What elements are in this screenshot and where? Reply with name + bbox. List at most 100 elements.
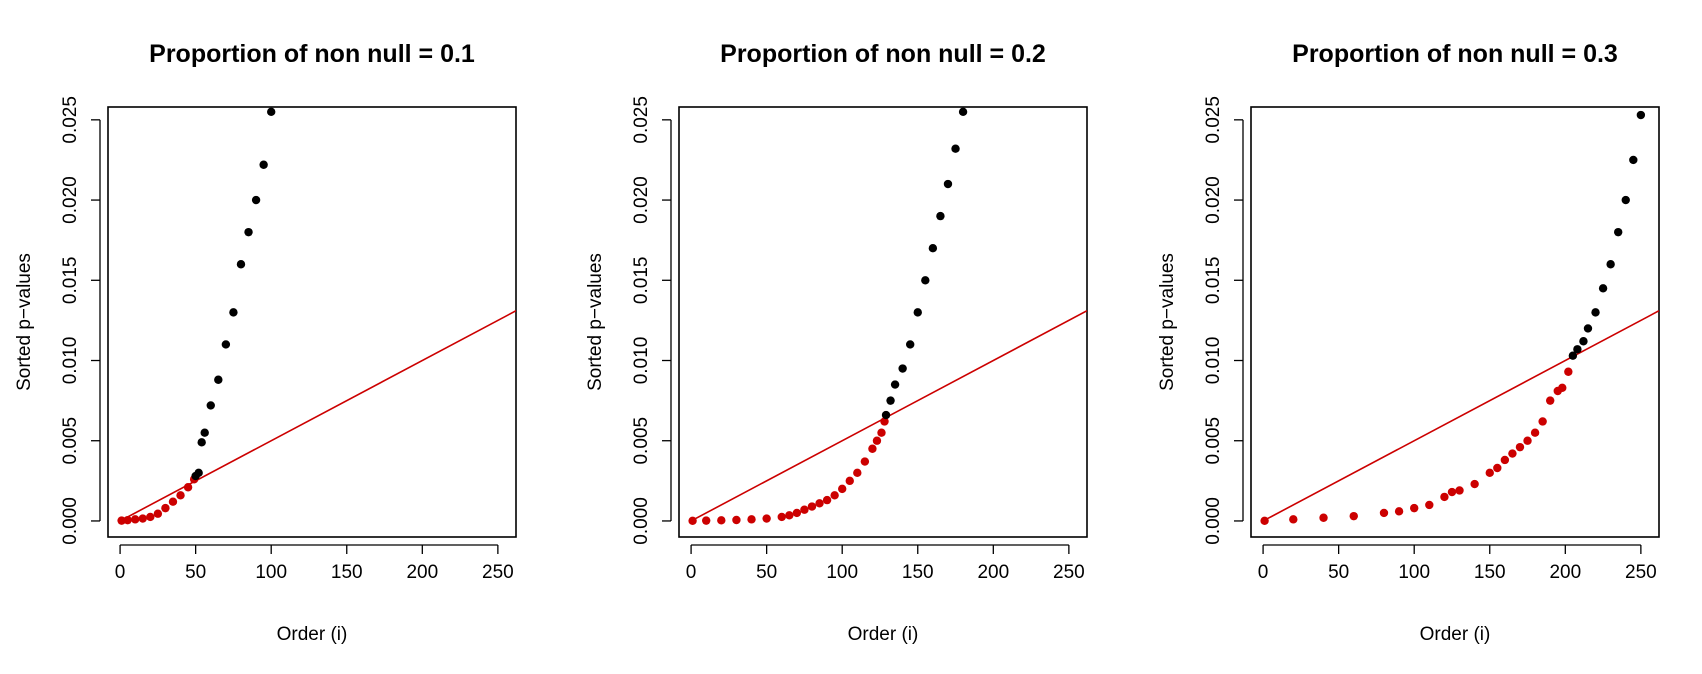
pvalue-point: [259, 160, 268, 169]
x-tick-label: 100: [826, 562, 858, 583]
x-axis-label: Order (i): [848, 624, 919, 645]
chart-title: Proportion of non null = 0.3: [1292, 40, 1618, 68]
y-tick-label: 0.000: [631, 497, 652, 545]
pvalue-point: [1573, 345, 1582, 354]
rejected-point: [1394, 507, 1404, 516]
pvalue-point: [906, 340, 915, 349]
x-axis-label: Order (i): [1420, 624, 1491, 645]
x-tick-label: 150: [902, 562, 934, 583]
rejected-point: [1493, 463, 1502, 473]
y-tick-label: 0.000: [60, 497, 81, 545]
rejected-point: [117, 516, 126, 525]
pvalue-point: [1568, 351, 1578, 360]
pvalue-point: [200, 428, 209, 437]
rejected-point: [161, 503, 170, 513]
pvalue-point: [1583, 324, 1593, 333]
data-area: [688, 107, 1087, 525]
rejected-point: [1485, 468, 1494, 478]
pvalue-point: [206, 401, 215, 410]
rejected-point: [1349, 511, 1358, 521]
rejected-point: [792, 508, 802, 518]
pvalue-point: [244, 227, 253, 237]
rejected-point: [860, 457, 870, 466]
y-axis-label: Sorted p−values: [1157, 253, 1178, 391]
pvalue-point: [1636, 110, 1646, 120]
y-tick-label: 0.010: [60, 337, 81, 385]
y-tick-label: 0.005: [1203, 417, 1224, 465]
chart-panel-2: Proportion of non null = 0.2 0 50 100 150 200…: [585, 40, 1088, 645]
rejected-point: [1558, 383, 1567, 392]
pvalue-point: [267, 107, 276, 117]
rejected-point: [1538, 417, 1547, 426]
rejected-point: [1455, 486, 1464, 495]
x-tick-label: 200: [977, 562, 1009, 583]
rejected-point: [807, 502, 817, 511]
pvalue-point: [1614, 227, 1623, 237]
chart-panel-1: Proportion of non null = 0.1 0 50 100 150 200…: [14, 40, 517, 645]
pvalue-point: [251, 195, 261, 205]
rejected-point: [1425, 500, 1434, 510]
y-tick-label: 0.025: [60, 96, 81, 144]
pvalue-point: [886, 396, 895, 405]
rejected-point: [1500, 455, 1510, 465]
rejected-point: [845, 476, 854, 486]
y-tick-label: 0.020: [631, 176, 652, 224]
plot-frame: [678, 106, 1088, 538]
rejected-point: [146, 512, 155, 522]
chart-panel-3: Proportion of non null = 0.3 0 50 100 150 200…: [1157, 40, 1660, 645]
rejected-point: [131, 515, 140, 524]
rejected-point: [853, 468, 862, 478]
rejected-point: [1523, 436, 1532, 445]
pvalue-point: [898, 364, 907, 373]
rejected-point: [1546, 396, 1555, 405]
rejected-point: [838, 484, 847, 494]
rejected-point: [830, 491, 839, 500]
rejected-point: [747, 515, 756, 524]
x-tick-label: 50: [185, 562, 206, 583]
chart-title: Proportion of non null = 0.2: [720, 40, 1046, 68]
y-tick-label: 0.005: [60, 417, 81, 465]
rejected-point: [183, 483, 193, 492]
pvalue-point: [936, 211, 945, 221]
threshold-line: [119, 310, 516, 522]
pvalue-point: [1621, 195, 1630, 205]
pvalue-point: [214, 375, 223, 384]
rejected-point: [1410, 503, 1419, 513]
y-axis-label: Sorted p−values: [585, 253, 606, 391]
pvalue-point: [928, 243, 938, 253]
x-tick-label: 250: [1053, 562, 1085, 583]
pvalue-point: [921, 276, 930, 285]
rejected-point: [1530, 428, 1540, 437]
chart-title: Proportion of non null = 0.1: [149, 40, 475, 68]
y-tick-label: 0.000: [1203, 497, 1224, 545]
x-tick-label: 0: [1258, 562, 1269, 583]
y-axis-label: Sorted p−values: [14, 253, 35, 391]
rejected-point: [123, 515, 132, 525]
x-tick-label: 0: [686, 562, 697, 583]
data-area: [1260, 110, 1659, 525]
rejected-point: [1515, 442, 1525, 452]
pvalue-point: [1598, 284, 1608, 293]
pvalue-point: [1591, 308, 1600, 317]
rejected-point: [880, 417, 889, 426]
pvalue-point: [221, 340, 231, 349]
rejected-point: [1470, 479, 1479, 489]
pvalue-point: [194, 468, 203, 478]
rejected-point: [872, 436, 882, 445]
pvalue-point: [958, 107, 968, 117]
rejected-point: [1289, 515, 1298, 524]
pvalue-point: [881, 410, 891, 420]
rejected-point: [785, 511, 794, 520]
rejected-point: [168, 497, 178, 506]
rejected-point: [1508, 449, 1517, 458]
pvalue-point: [913, 308, 922, 317]
x-tick-label: 50: [756, 562, 777, 583]
pvalue-point: [236, 260, 246, 269]
y-tick-label: 0.005: [631, 417, 652, 465]
x-tick-label: 250: [482, 562, 514, 583]
threshold-line: [1262, 310, 1659, 522]
pvalue-point: [1606, 260, 1615, 269]
y-tick-label: 0.025: [1203, 96, 1224, 144]
rejected-point: [1319, 513, 1328, 522]
rejected-point: [717, 516, 726, 525]
